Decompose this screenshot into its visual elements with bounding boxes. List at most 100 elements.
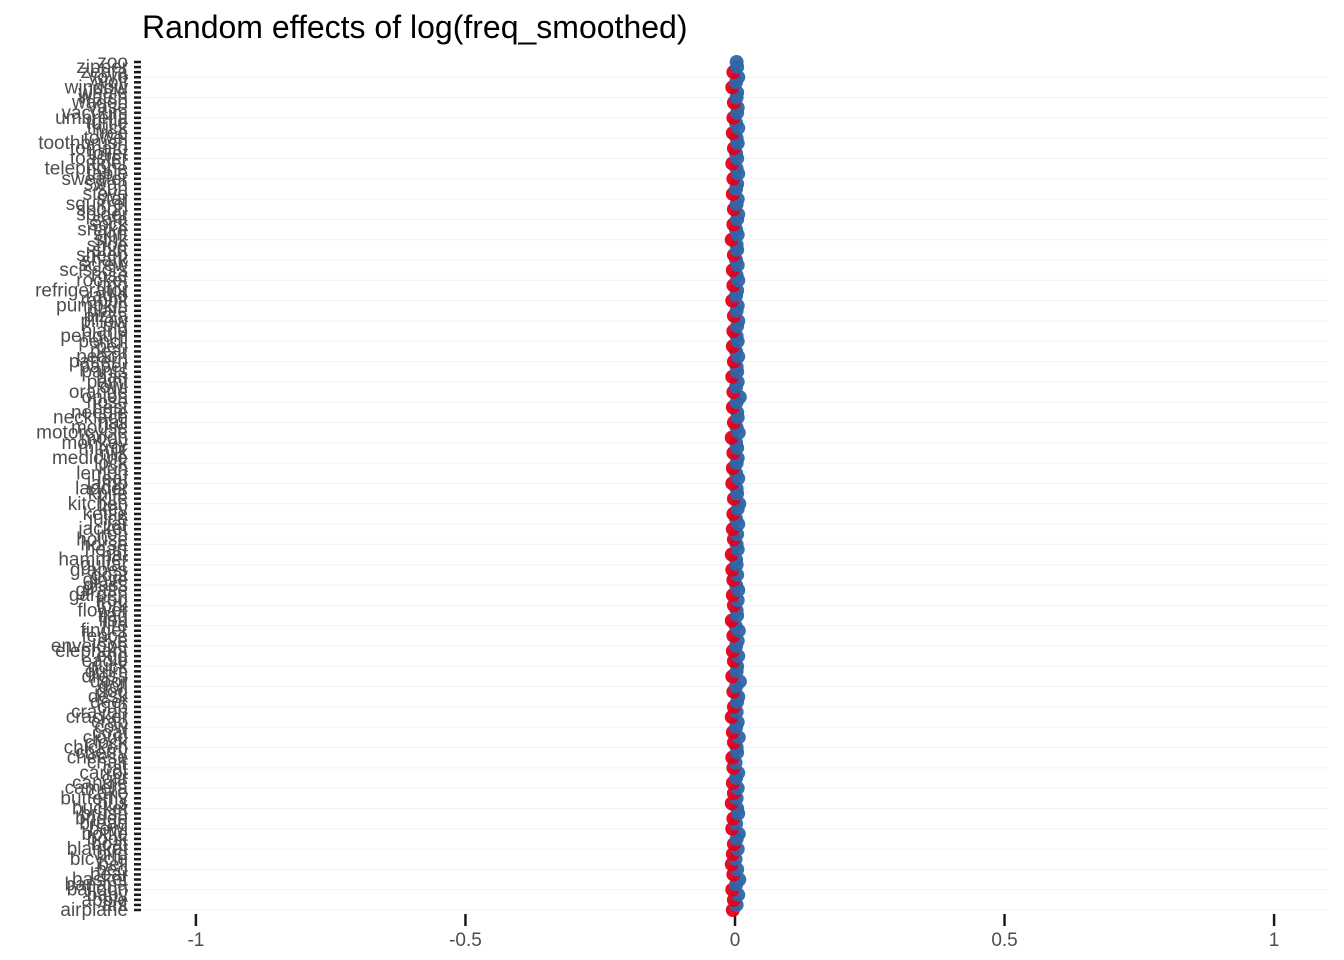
y-tick-label: shirt [92, 240, 129, 261]
x-tick-label: -0.5 [449, 930, 482, 951]
y-tick-label: peach [76, 347, 128, 368]
y-tick-label: pants [82, 362, 128, 383]
point-positive [729, 55, 744, 69]
y-tick-label: sweater [61, 169, 128, 190]
y-tick-label: bucket [72, 798, 129, 819]
y-tick-label: ring [96, 275, 128, 296]
y-tick-label: giraffe [76, 580, 128, 601]
y-tick-label: whale [77, 82, 128, 103]
y-tick-label: window [64, 77, 129, 98]
y-tick-label: airplane [60, 900, 128, 921]
y-axis-ticks [134, 60, 141, 912]
y-tick-label: banana [65, 875, 129, 896]
y-tick-label: truck [87, 118, 129, 139]
y-tick-label: knife [88, 484, 128, 505]
y-tick-label: tiger [91, 154, 129, 175]
y-tick-label: pear [90, 341, 129, 362]
y-tick-label: spider [76, 204, 128, 225]
y-tick-label: sun [97, 179, 128, 200]
y-tick-label: door [90, 671, 129, 692]
y-tick-label: radio [86, 286, 128, 307]
y-tick-label: leaf [97, 468, 128, 489]
y-tick-label: pillow [80, 311, 128, 332]
y-tick-label: juice [88, 509, 128, 530]
y-tick-label: swan [84, 174, 128, 195]
y-tick-label: refrigerator [35, 281, 129, 302]
y-tick-label: medicine [52, 448, 128, 469]
y-tick-label: house [76, 529, 128, 550]
y-tick-label: cup [97, 697, 128, 718]
y-tick-label: towel [84, 128, 128, 149]
y-tick-label: toaster [70, 148, 129, 169]
y-axis-labels: airplaneantapplebabyballoonbananabasketb… [35, 52, 129, 921]
y-tick-label: crayon [71, 702, 128, 723]
y-tick-label: bottle [82, 824, 128, 845]
x-tick-label: 0.5 [991, 930, 1017, 951]
y-tick-label: lock [94, 453, 128, 474]
y-tick-label: rose [91, 265, 128, 286]
y-tick-label: zoo [97, 52, 128, 73]
y-tick-label: necklace [53, 407, 128, 428]
y-tick-label: pan [96, 367, 128, 388]
y-tick-label: nest [92, 397, 129, 418]
y-tick-label: bridge [75, 809, 128, 830]
y-tick-label: penguin [60, 326, 128, 347]
y-tick-label: stove [83, 184, 128, 205]
y-tick-label: guitar [80, 555, 128, 576]
y-tick-label: squirrel [66, 194, 128, 215]
y-tick-label: ant [102, 895, 129, 916]
y-tick-label: owl [99, 377, 128, 398]
y-tick-label: motorcycle [36, 423, 128, 444]
y-tick-label: chicken [64, 738, 128, 759]
y-tick-label: cake [88, 783, 128, 804]
y-tick-label: tree [95, 123, 128, 144]
y-tick-label: finger [80, 621, 128, 642]
y-tick-label: vacuum [61, 103, 128, 124]
y-tick-label: envelope [51, 636, 128, 657]
y-tick-label: bus [97, 793, 128, 814]
y-tick-label: bicycle [70, 849, 128, 870]
y-tick-label: goat [91, 565, 129, 586]
y-tick-label: zebra [80, 62, 128, 83]
y-tick-label: eagle [82, 651, 129, 672]
y-tick-label: garden [69, 585, 128, 606]
y-tick-label: coat [92, 722, 129, 743]
y-tick-label: flag [97, 605, 128, 626]
y-tick-label: balloon [67, 880, 128, 901]
y-tick-label: clock [85, 732, 129, 753]
y-tick-label: fish [98, 611, 128, 632]
y-tick-label: wagon [71, 93, 128, 114]
y-tick-label: car [102, 768, 129, 789]
y-tick-label: pattern [69, 352, 128, 373]
y-tick-label: milk [94, 443, 128, 464]
y-tick-label: rocket [76, 270, 128, 291]
y-tick-label: nose [87, 392, 128, 413]
y-tick-label: needle [71, 402, 128, 423]
y-tick-label: piano [82, 321, 129, 342]
y-tick-label: table [87, 164, 128, 185]
x-tick-label: 1 [1269, 930, 1280, 951]
y-tick-label: snake [77, 220, 128, 241]
y-tick-label: fire [102, 616, 128, 637]
y-tick-label: jar [106, 514, 129, 535]
y-tick-label: paint [87, 372, 129, 393]
y-tick-label: doll [98, 677, 128, 698]
y-tick-label: rabbit [80, 291, 128, 312]
y-tick-label: carrot [79, 763, 128, 784]
y-tick-label: bed [96, 859, 128, 880]
y-tick-label: eye [97, 631, 128, 652]
y-tick-label: cherry [75, 743, 128, 764]
y-tick-label: screw [78, 255, 128, 276]
y-tick-label: frog [95, 590, 128, 611]
y-tick-label: sofa [92, 209, 128, 230]
y-tick-label: cheese [67, 748, 128, 769]
y-tick-label: elephant [55, 641, 129, 662]
y-tick-label: dog [96, 682, 128, 703]
y-tick-label: tomato [70, 138, 128, 159]
y-tick-label: pig [103, 316, 128, 337]
y-tick-label: hat [102, 545, 129, 566]
y-tick-label: desk [88, 687, 129, 708]
y-tick-label: lamp [87, 473, 128, 494]
y-tick-label: apple [82, 890, 129, 911]
y-tick-label: sink [94, 230, 128, 251]
